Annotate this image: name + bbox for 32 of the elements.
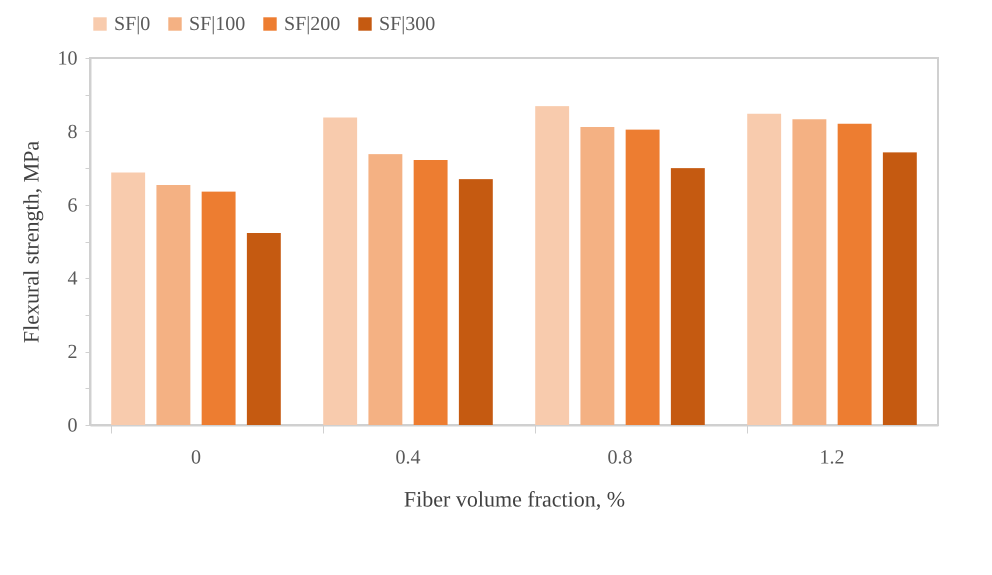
bar (626, 130, 660, 425)
y-tick-label: 6 (68, 194, 78, 216)
bar (111, 172, 146, 425)
bar (202, 192, 236, 425)
x-tick-label: 0 (191, 446, 201, 468)
x-axis-title: Fiber volume fraction, % (404, 486, 626, 512)
x-tick-label: 0.4 (396, 446, 420, 468)
y-axis-title: Flexural strength, MPa (18, 140, 44, 344)
bar (414, 160, 448, 425)
y-tick-label: 2 (68, 341, 78, 364)
x-tick-label: 1.2 (820, 446, 844, 468)
legend-label: SF|300 (379, 13, 436, 35)
bar (792, 119, 826, 425)
bar (580, 126, 614, 425)
bar (535, 106, 570, 425)
bar (323, 117, 358, 425)
y-tick-label: 4 (68, 268, 78, 290)
bar (246, 233, 281, 425)
bar (747, 114, 782, 425)
legend-label: SF|200 (284, 13, 340, 35)
legend-label: SF|100 (189, 13, 246, 35)
bar (838, 124, 872, 425)
y-tick-label: 10 (58, 48, 78, 70)
bar (882, 152, 917, 425)
x-tick-label: 0.8 (608, 446, 632, 468)
bar (458, 179, 493, 425)
y-tick-label: 8 (68, 120, 78, 143)
bar (670, 168, 705, 425)
legend-label: SF|0 (114, 13, 150, 35)
bar (156, 184, 190, 425)
y-tick-label: 0 (68, 414, 78, 436)
bar (368, 154, 402, 425)
